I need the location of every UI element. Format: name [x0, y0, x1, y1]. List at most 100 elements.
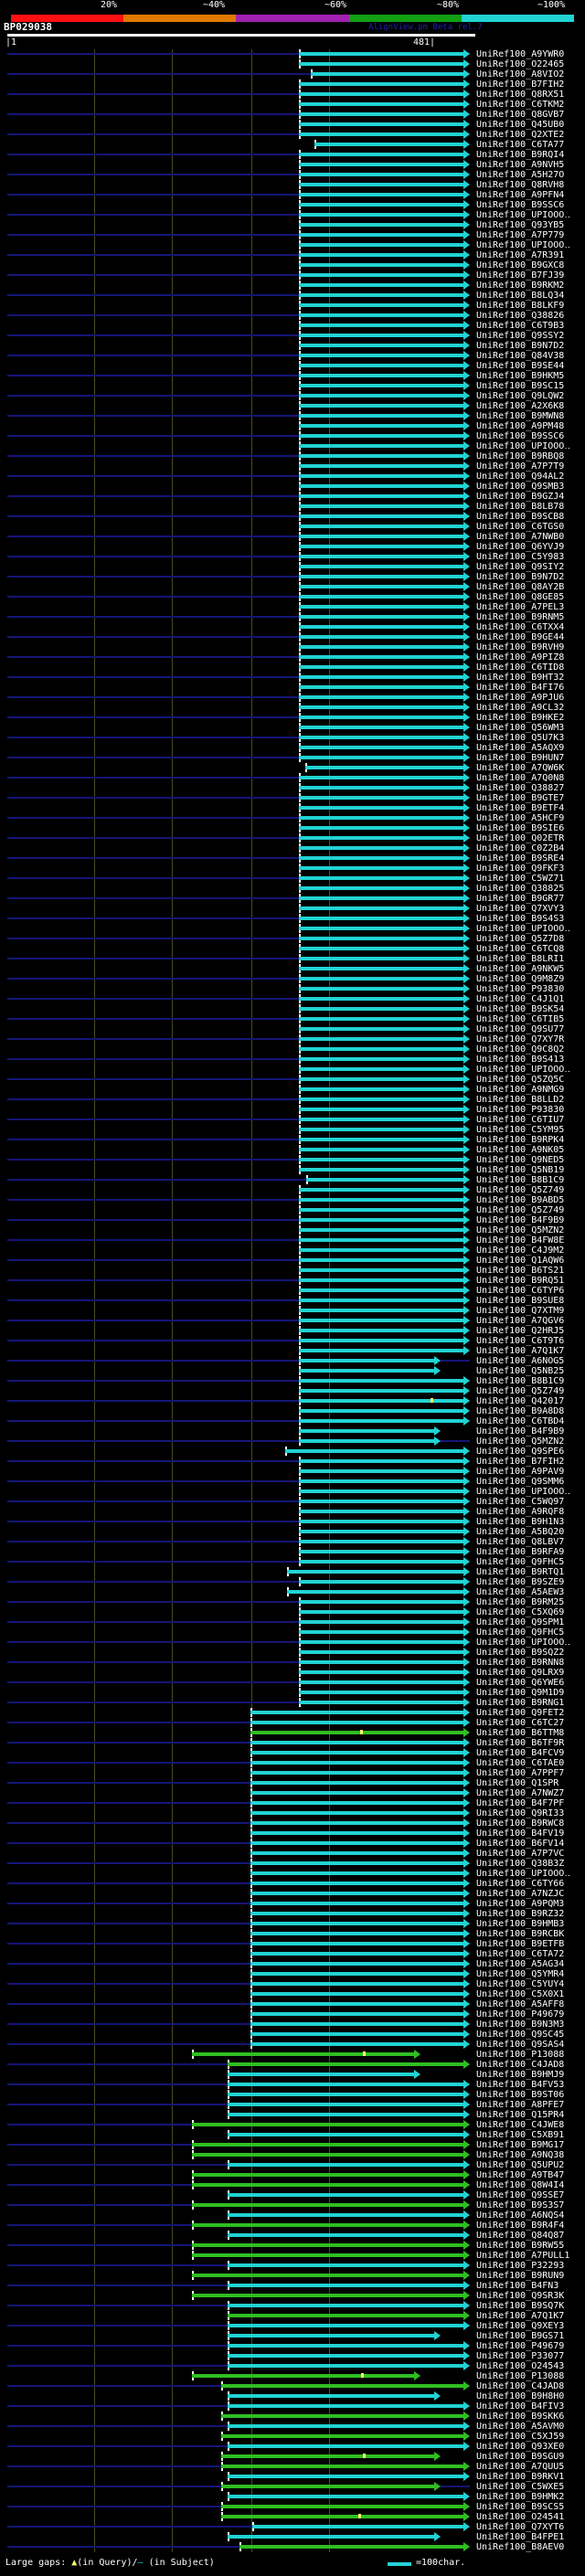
- hsp-bar[interactable]: [250, 1708, 470, 1717]
- subject-label[interactable]: UniRef100_Q7XY7R: [476, 1034, 565, 1044]
- alignment-row[interactable]: UniRef100_C6TAE0: [0, 1758, 585, 1768]
- hsp-bar[interactable]: [228, 2130, 470, 2139]
- hsp-bar[interactable]: [299, 351, 470, 360]
- hsp-bar[interactable]: [250, 1748, 470, 1757]
- subject-label[interactable]: UniRef100_B9RCBK: [476, 1929, 565, 1939]
- hsp-bar[interactable]: [299, 793, 470, 802]
- alignment-row[interactable]: UniRef100_Q8RVH8: [0, 180, 585, 190]
- alignment-row[interactable]: UniRef100_O22465: [0, 59, 585, 69]
- alignment-row[interactable]: UniRef100_Q94AL2: [0, 472, 585, 482]
- alignment-row[interactable]: UniRef100_A9PQM3: [0, 1899, 585, 1909]
- subject-label[interactable]: UniRef100_C5WQ97: [476, 1497, 565, 1507]
- alignment-row[interactable]: UniRef100_C4J9M2: [0, 1246, 585, 1256]
- alignment-row[interactable]: UniRef100_A9NK05: [0, 1145, 585, 1155]
- subject-label[interactable]: UniRef100_A9TB47: [476, 2170, 565, 2180]
- alignment-row[interactable]: UniRef100_Q9SR3K: [0, 2291, 585, 2301]
- hsp-bar[interactable]: [250, 1808, 470, 1818]
- alignment-row[interactable]: UniRef100_B9SC15: [0, 381, 585, 391]
- subject-label[interactable]: UniRef100_A7P7VC: [476, 1849, 565, 1859]
- hsp-bar[interactable]: [299, 592, 470, 601]
- hsp-bar[interactable]: [299, 1125, 470, 1134]
- hsp-bar[interactable]: [299, 1376, 470, 1385]
- alignment-row[interactable]: UniRef100_B9RVH9: [0, 642, 585, 652]
- hsp-bar[interactable]: [221, 2512, 470, 2521]
- hsp-bar[interactable]: [299, 100, 470, 109]
- alignment-row[interactable]: UniRef100_Q93XE0: [0, 2442, 585, 2452]
- alignment-row[interactable]: UniRef100_Q5NB25: [0, 1366, 585, 1376]
- hsp-bar[interactable]: [299, 1577, 470, 1586]
- subject-label[interactable]: UniRef100_B7FIH2: [476, 1457, 565, 1467]
- subject-label[interactable]: UniRef100_C4J1Q1: [476, 994, 565, 1004]
- hsp-bar[interactable]: [228, 2442, 470, 2451]
- alignment-row[interactable]: UniRef100_Q45UB0: [0, 120, 585, 130]
- subject-label[interactable]: UniRef100_Q9SAS4: [476, 2040, 565, 2050]
- alignment-row[interactable]: UniRef100_UPIOOO‥: [0, 1869, 585, 1879]
- hsp-bar[interactable]: [299, 1547, 470, 1556]
- hsp-bar[interactable]: [299, 944, 470, 953]
- alignment-row[interactable]: UniRef100_A7QGV6: [0, 1316, 585, 1326]
- subject-label[interactable]: UniRef100_A5H27O: [476, 170, 565, 180]
- hsp-bar[interactable]: [299, 813, 470, 822]
- subject-label[interactable]: UniRef100_C6TID8: [476, 663, 565, 673]
- subject-label[interactable]: UniRef100_Q56WM3: [476, 723, 565, 733]
- subject-label[interactable]: UniRef100_A9PFN4: [476, 190, 565, 200]
- hsp-bar[interactable]: [299, 1155, 470, 1164]
- alignment-row[interactable]: UniRef100_A8VIO2: [0, 69, 585, 80]
- alignment-row[interactable]: UniRef100_P33077: [0, 2351, 585, 2361]
- subject-label[interactable]: UniRef100_C5XJ59: [476, 2432, 565, 2442]
- alignment-row[interactable]: UniRef100_B8LB78: [0, 502, 585, 512]
- alignment-row[interactable]: UniRef100_A5AQX9: [0, 743, 585, 753]
- subject-label[interactable]: UniRef100_Q5UPU2: [476, 2160, 565, 2170]
- hsp-bar[interactable]: [299, 1316, 470, 1325]
- subject-label[interactable]: UniRef100_C5X0X1: [476, 1989, 565, 1999]
- hsp-bar[interactable]: [299, 673, 470, 682]
- alignment-row[interactable]: UniRef100_B9HT32: [0, 673, 585, 683]
- subject-label[interactable]: UniRef100_Q02ETR: [476, 833, 565, 843]
- subject-label[interactable]: UniRef100_C6TCQ8: [476, 944, 565, 954]
- hsp-bar[interactable]: [250, 2009, 470, 2019]
- hsp-bar[interactable]: [192, 2180, 470, 2189]
- alignment-row[interactable]: UniRef100_C5XJ59: [0, 2432, 585, 2442]
- hsp-bar[interactable]: [250, 1909, 470, 1918]
- alignment-row[interactable]: UniRef100_B4FW8E: [0, 1235, 585, 1246]
- alignment-row[interactable]: UniRef100_Q6YWE6: [0, 1678, 585, 1688]
- subject-label[interactable]: UniRef100_A9NKW5: [476, 964, 565, 974]
- hsp-bar[interactable]: [299, 502, 470, 511]
- hsp-bar[interactable]: [192, 2170, 470, 2179]
- hsp-bar[interactable]: [299, 1185, 470, 1194]
- hsp-bar[interactable]: [299, 723, 470, 732]
- alignment-row[interactable]: UniRef100_Q93YB5: [0, 220, 585, 230]
- subject-label[interactable]: UniRef100_B8LLD2: [476, 1095, 565, 1105]
- hsp-bar[interactable]: [299, 391, 470, 400]
- hsp-bar[interactable]: [299, 753, 470, 762]
- subject-label[interactable]: UniRef100_B9GR77: [476, 894, 565, 904]
- hsp-bar[interactable]: [299, 1416, 470, 1426]
- alignment-row[interactable]: UniRef100_B9S3S7: [0, 2200, 585, 2210]
- alignment-row[interactable]: UniRef100_Q9SPE6: [0, 1447, 585, 1457]
- subject-label[interactable]: UniRef100_B9RKM2: [476, 281, 565, 291]
- hsp-bar[interactable]: [228, 2401, 470, 2411]
- subject-label[interactable]: UniRef100_P33077: [476, 2351, 565, 2361]
- alignment-row[interactable]: UniRef100_C6T9T6: [0, 1336, 585, 1346]
- alignment-row[interactable]: UniRef100_A9PAV9: [0, 1467, 585, 1477]
- hsp-bar[interactable]: [299, 612, 470, 621]
- subject-label[interactable]: UniRef100_A8VIO2: [476, 69, 565, 80]
- alignment-row[interactable]: UniRef100_C5WQ97: [0, 1497, 585, 1507]
- hsp-bar[interactable]: [299, 703, 470, 712]
- subject-label[interactable]: UniRef100_Q38826: [476, 311, 565, 321]
- subject-label[interactable]: UniRef100_B6TF9R: [476, 1738, 565, 1748]
- alignment-row[interactable]: UniRef100_A6NOG5: [0, 1356, 585, 1366]
- alignment-row[interactable]: UniRef100_B8LQ34: [0, 291, 585, 301]
- hsp-bar[interactable]: [299, 1024, 470, 1034]
- hsp-bar[interactable]: [250, 1929, 470, 1938]
- hsp-bar[interactable]: [299, 411, 470, 420]
- subject-label[interactable]: UniRef100_Q9SIY2: [476, 562, 565, 572]
- hsp-bar[interactable]: [299, 803, 470, 812]
- hsp-bar[interactable]: [299, 733, 470, 742]
- hsp-bar[interactable]: [299, 964, 470, 973]
- subject-label[interactable]: UniRef100_Q9LRX9: [476, 1668, 565, 1678]
- subject-label[interactable]: UniRef100_C4JAD8: [476, 2381, 565, 2391]
- hsp-bar[interactable]: [299, 291, 470, 300]
- hsp-bar[interactable]: [305, 1175, 470, 1184]
- alignment-row[interactable]: UniRef100_A7R391: [0, 250, 585, 260]
